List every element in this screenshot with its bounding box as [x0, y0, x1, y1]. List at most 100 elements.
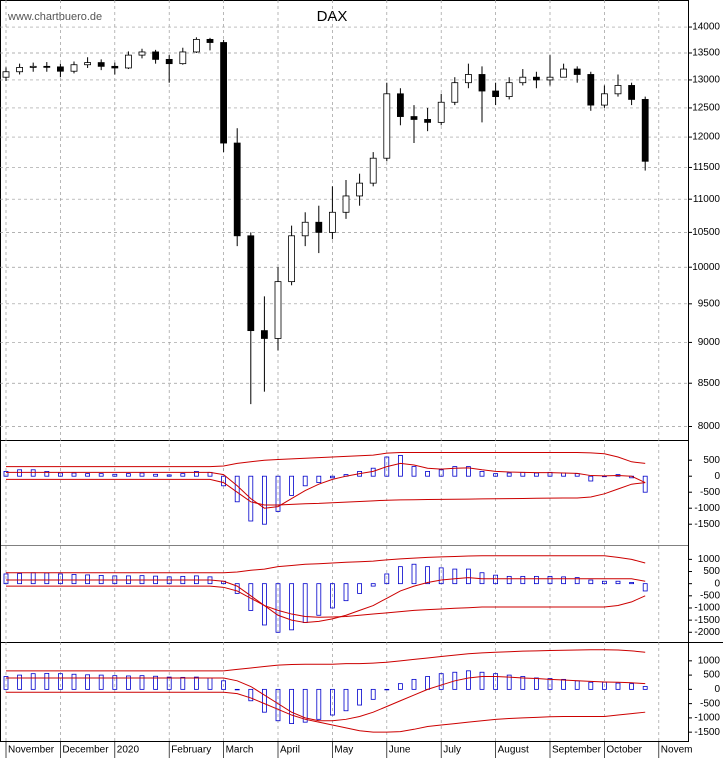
histogram-bar	[58, 573, 63, 585]
indicator-line	[6, 577, 646, 624]
histogram-bar	[302, 475, 308, 487]
histogram-bar	[520, 575, 526, 585]
y-tick-label: -1500	[694, 727, 720, 738]
histogram-bar	[44, 672, 50, 690]
histogram-bar	[193, 470, 199, 477]
histogram-bar	[275, 475, 281, 512]
candle-body	[57, 66, 64, 72]
histogram-bar	[479, 470, 485, 477]
y-tick-label: 9000	[698, 337, 721, 348]
histogram-bar	[493, 673, 499, 690]
histogram-bar	[3, 470, 9, 477]
histogram-bar	[261, 688, 267, 713]
histogram-bar	[588, 475, 594, 482]
candle-body	[614, 85, 622, 95]
histogram-bar	[384, 573, 390, 585]
candle-body	[328, 211, 336, 233]
histogram-bar	[234, 583, 240, 594]
histogram-bar	[44, 572, 50, 585]
x-tick-label: July	[443, 745, 461, 756]
x-tick-label: September	[552, 745, 602, 756]
source: www.chartbuero.de	[7, 11, 102, 23]
x-tick-label: Novem	[661, 745, 693, 756]
histogram-bar	[615, 580, 621, 585]
histogram-bar	[452, 568, 458, 585]
histogram-bar	[234, 688, 240, 691]
histogram-bar	[180, 676, 186, 690]
indicator-line	[6, 555, 646, 574]
candle-body	[410, 116, 418, 120]
candle-body	[546, 76, 554, 81]
histogram-bar	[193, 676, 199, 690]
y-tick-label: 1000	[698, 554, 721, 565]
histogram-bar	[112, 675, 118, 690]
histogram-bar	[493, 473, 499, 477]
histogram-bar	[85, 574, 90, 585]
histogram-bar	[574, 577, 580, 585]
histogram-bar	[506, 472, 512, 477]
histogram-bar	[506, 674, 512, 690]
histogram-bar	[275, 583, 281, 633]
candle-body	[125, 54, 132, 69]
candle-body	[138, 51, 146, 56]
x-tick-label: October	[606, 745, 642, 756]
histogram-bar	[384, 688, 390, 691]
x-tick-label: April	[280, 745, 300, 756]
histogram-bar	[85, 674, 90, 690]
candle-body	[192, 38, 200, 53]
candle-body	[206, 38, 214, 43]
histogram-bar	[3, 573, 9, 585]
x-tick-label: 2020	[117, 745, 140, 756]
histogram-bar	[520, 676, 526, 690]
histogram-bar	[465, 466, 471, 477]
histogram-bar	[479, 671, 485, 690]
histogram-bar	[17, 469, 23, 477]
y-tick-label: 8500	[698, 378, 721, 389]
candle-body	[573, 68, 581, 75]
y-tick-label: 12500	[692, 103, 720, 114]
histogram-bar	[397, 454, 403, 477]
histogram-bar	[397, 566, 403, 585]
candle-body	[342, 195, 350, 213]
y-tick-label: 11500	[693, 162, 721, 173]
histogram-bar	[343, 688, 349, 712]
histogram-bar	[534, 575, 539, 585]
y-tick-label: 13500	[692, 48, 720, 59]
histogram-bar	[547, 575, 553, 585]
candle-body	[70, 64, 78, 72]
histogram-bar	[574, 680, 580, 690]
candle-body	[492, 90, 500, 98]
candle-body	[478, 74, 486, 92]
candle-body	[220, 42, 228, 144]
y-tick-label: 13000	[692, 75, 720, 86]
y-tick-label: -500	[700, 698, 720, 709]
candle-body	[560, 68, 567, 78]
histogram-bar	[397, 683, 403, 690]
candle-body	[396, 93, 404, 117]
x-tick-label: August	[498, 745, 529, 756]
histogram-bar	[139, 472, 145, 477]
y-tick-label: 500	[703, 455, 720, 466]
histogram-bar	[465, 568, 471, 585]
candle-body	[437, 101, 445, 123]
histogram-bar	[30, 469, 36, 477]
y-tick-label: 500	[703, 670, 720, 681]
histogram-bar	[465, 670, 471, 690]
candle-body	[2, 71, 10, 78]
histogram-bar	[493, 574, 499, 585]
indicator-line	[6, 462, 646, 509]
candle-body	[233, 142, 241, 237]
histogram-bar	[126, 473, 131, 477]
candle-body	[111, 65, 119, 69]
candle-body	[315, 221, 323, 233]
histogram-bar	[3, 676, 9, 690]
histogram-bar	[153, 675, 159, 690]
y-tick-label: 9500	[698, 298, 721, 309]
histogram-bar	[411, 466, 417, 477]
histogram-bar	[302, 688, 308, 723]
histogram-bar	[58, 673, 63, 690]
histogram-bar	[534, 677, 539, 690]
histogram-bar	[71, 673, 77, 690]
histogram-bar	[17, 674, 23, 690]
